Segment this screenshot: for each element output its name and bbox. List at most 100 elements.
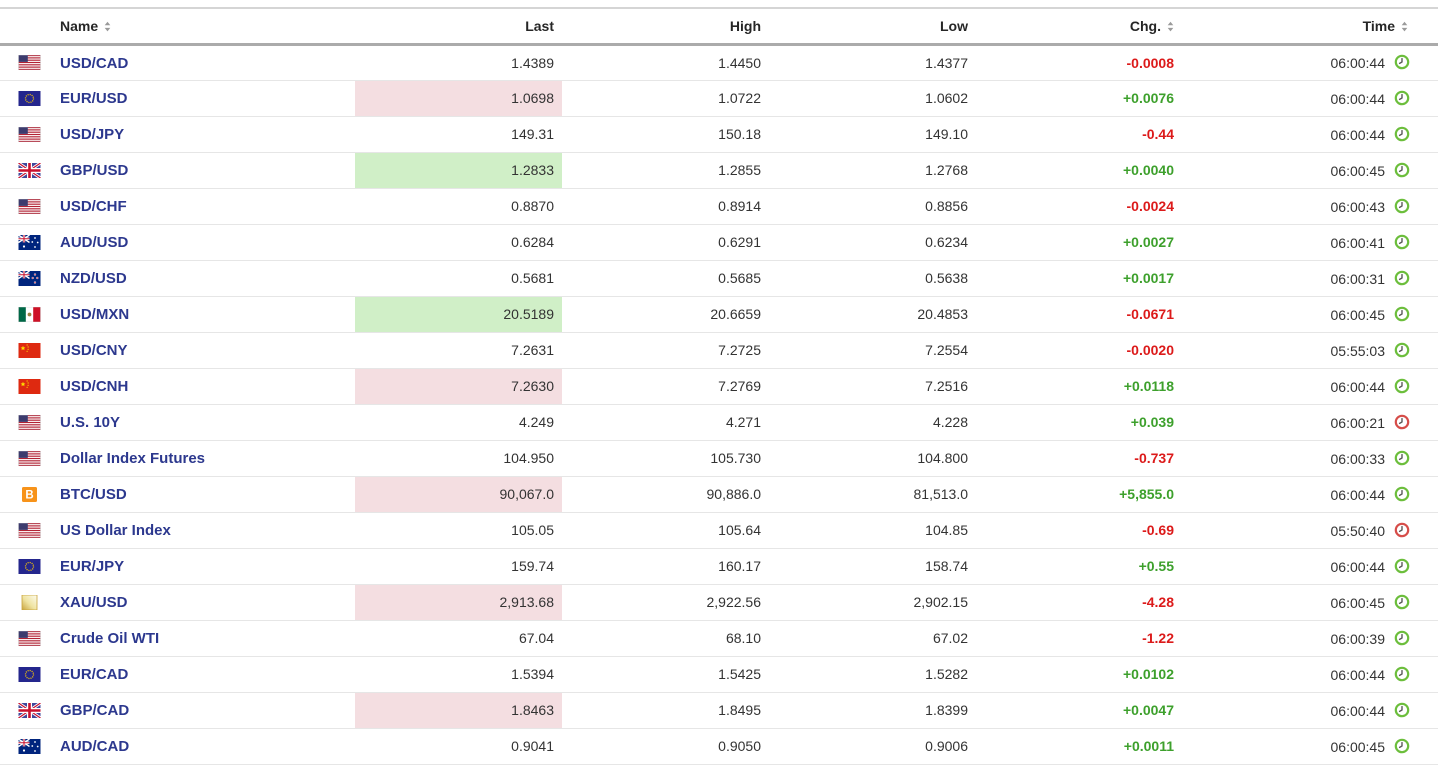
instrument-link[interactable]: NZD/USD (60, 269, 127, 287)
last-cell: 0.6284 (355, 224, 562, 261)
chg-cell: +5,855.0 (976, 476, 1182, 513)
low-cell: 1.0602 (769, 80, 976, 117)
instrument-link[interactable]: EUR/JPY (60, 557, 125, 575)
time-value: 06:00:44 (1330, 558, 1386, 575)
time-cell: 06:00:44 (1182, 44, 1438, 81)
flag-au-icon (18, 739, 41, 754)
name-cell: EUR/USD (0, 80, 355, 117)
instrument-link[interactable]: USD/MXN (60, 305, 130, 323)
flag-gb-icon (18, 163, 41, 178)
time-value: 06:00:43 (1330, 198, 1386, 215)
low-cell: 1.2768 (769, 152, 976, 189)
instrument-link[interactable]: USD/CNY (60, 341, 128, 359)
table-row: USD/MXN 20.5189 20.6659 20.4853 -0.0671 … (0, 296, 1438, 333)
instrument-link[interactable]: USD/CHF (60, 197, 127, 215)
name-cell: EUR/CAD (0, 656, 355, 693)
instrument-link[interactable]: GBP/USD (60, 161, 129, 179)
last-cell: 105.05 (355, 512, 562, 549)
clock-green-icon (1394, 54, 1410, 70)
chg-cell: -1.22 (976, 620, 1182, 657)
high-cell: 105.64 (562, 512, 769, 549)
flag-gb-icon (18, 703, 41, 718)
last-cell: 104.950 (355, 440, 562, 477)
name-cell: USD/MXN (0, 296, 355, 333)
chg-cell: -0.737 (976, 440, 1182, 477)
low-cell: 7.2516 (769, 368, 976, 405)
name-cell: Crude Oil WTI (0, 620, 355, 657)
table-row: USD/CNY 7.2631 7.2725 7.2554 -0.0020 05:… (0, 332, 1438, 369)
high-cell: 1.8495 (562, 692, 769, 729)
name-cell: USD/CAD (0, 44, 355, 81)
time-value: 06:00:21 (1330, 414, 1386, 431)
chg-cell: +0.0017 (976, 260, 1182, 297)
time-cell: 05:55:03 (1182, 332, 1438, 369)
instrument-link[interactable]: AUD/CAD (60, 737, 130, 755)
high-cell: 1.0722 (562, 80, 769, 117)
name-cell: GBP/USD (0, 152, 355, 189)
table-row: EUR/CAD 1.5394 1.5425 1.5282 +0.0102 06:… (0, 656, 1438, 693)
instrument-link[interactable]: BTC/USD (60, 485, 127, 503)
low-cell: 0.5638 (769, 260, 976, 297)
instrument-link[interactable]: GBP/CAD (60, 701, 130, 719)
last-cell: 4.249 (355, 404, 562, 441)
quotes-tbody: USD/CAD 1.4389 1.4450 1.4377 -0.0008 06:… (0, 44, 1438, 765)
time-cell: 06:00:33 (1182, 440, 1438, 477)
time-value: 06:00:45 (1330, 306, 1386, 323)
chg-cell: +0.0047 (976, 692, 1182, 729)
time-cell: 06:00:44 (1182, 116, 1438, 153)
low-cell: 1.4377 (769, 44, 976, 81)
last-cell: 1.0698 (355, 80, 562, 117)
instrument-link[interactable]: US Dollar Index (60, 521, 171, 539)
low-cell: 158.74 (769, 548, 976, 585)
instrument-link[interactable]: Crude Oil WTI (60, 629, 160, 647)
clock-green-icon (1394, 90, 1410, 106)
last-cell: 67.04 (355, 620, 562, 657)
name-cell: AUD/CAD (0, 728, 355, 765)
sort-arrows-icon (1401, 21, 1408, 32)
time-cell: 06:00:21 (1182, 404, 1438, 441)
instrument-link[interactable]: USD/CAD (60, 54, 129, 72)
high-cell: 0.6291 (562, 224, 769, 261)
time-value: 06:00:44 (1330, 126, 1386, 143)
time-cell: 06:00:41 (1182, 224, 1438, 261)
time-value: 06:00:31 (1330, 270, 1386, 287)
clock-green-icon (1394, 666, 1410, 682)
high-cell: 0.5685 (562, 260, 769, 297)
last-cell: 0.5681 (355, 260, 562, 297)
table-row: EUR/JPY 159.74 160.17 158.74 +0.55 06:00… (0, 548, 1438, 585)
last-cell: 1.5394 (355, 656, 562, 693)
instrument-link[interactable]: AUD/USD (60, 233, 129, 251)
instrument-link[interactable]: XAU/USD (60, 593, 128, 611)
instrument-link[interactable]: USD/JPY (60, 125, 125, 143)
time-cell: 06:00:39 (1182, 620, 1438, 657)
chg-cell: +0.0102 (976, 656, 1182, 693)
column-header-time-label: Time (1362, 17, 1395, 34)
flag-us-icon (18, 523, 41, 538)
flag-xau-icon (18, 595, 41, 610)
flag-us-icon (18, 55, 41, 70)
table-row: AUD/CAD 0.9041 0.9050 0.9006 +0.0011 06:… (0, 728, 1438, 765)
flag-mx-icon (18, 307, 41, 322)
clock-red-icon (1394, 522, 1410, 538)
high-cell: 20.6659 (562, 296, 769, 333)
table-row: Dollar Index Futures 104.950 105.730 104… (0, 440, 1438, 477)
clock-green-icon (1394, 234, 1410, 250)
name-cell: AUD/USD (0, 224, 355, 261)
column-header-time[interactable]: Time (1182, 7, 1438, 46)
instrument-link[interactable]: U.S. 10Y (60, 413, 121, 431)
time-value: 05:55:03 (1330, 342, 1386, 359)
instrument-link[interactable]: Dollar Index Futures (60, 449, 206, 467)
name-cell: USD/JPY (0, 116, 355, 153)
name-cell: Dollar Index Futures (0, 440, 355, 477)
chg-cell: -4.28 (976, 584, 1182, 621)
instrument-link[interactable]: USD/CNH (60, 377, 129, 395)
flag-au-icon (18, 235, 41, 250)
instrument-link[interactable]: EUR/USD (60, 89, 128, 107)
column-header-chg[interactable]: Chg. (976, 7, 1182, 46)
table-row: USD/CNH 7.2630 7.2769 7.2516 +0.0118 06:… (0, 368, 1438, 405)
column-header-name[interactable]: Name (0, 7, 355, 46)
instrument-link[interactable]: EUR/CAD (60, 665, 129, 683)
column-header-chg-label: Chg. (1129, 17, 1161, 34)
name-cell: US Dollar Index (0, 512, 355, 549)
